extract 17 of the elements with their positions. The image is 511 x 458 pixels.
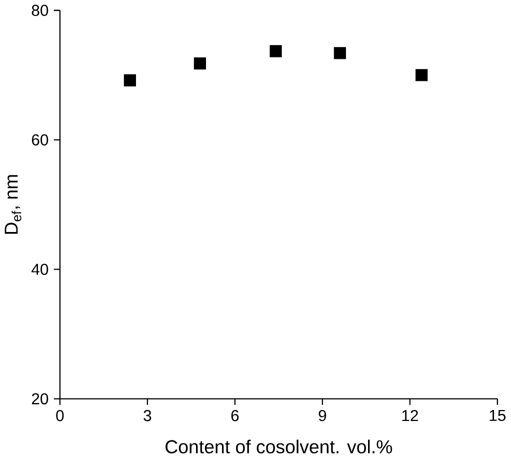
x-tick-label: 3	[144, 410, 152, 422]
point	[124, 74, 136, 86]
y-tick-label: 80	[32, 4, 48, 16]
point	[270, 45, 282, 58]
x-tick-label: 6	[231, 410, 239, 422]
y-axis-title: D$_{ef}$, nm	[4, 175, 22, 234]
x-axis-title: Content of cosolvent. vol.%	[166, 440, 392, 454]
x-tick-label: 12	[402, 410, 418, 421]
x-tick-label: 9	[318, 410, 326, 422]
y-tick-label: 20	[32, 393, 48, 404]
x-tick-label: 15	[490, 410, 506, 421]
y-tick-label: 60	[32, 134, 48, 146]
x-tick-label: 0	[56, 410, 64, 422]
y-tick-label: 40	[32, 264, 48, 275]
point	[334, 46, 346, 60]
point	[194, 57, 206, 70]
point	[416, 68, 428, 82]
